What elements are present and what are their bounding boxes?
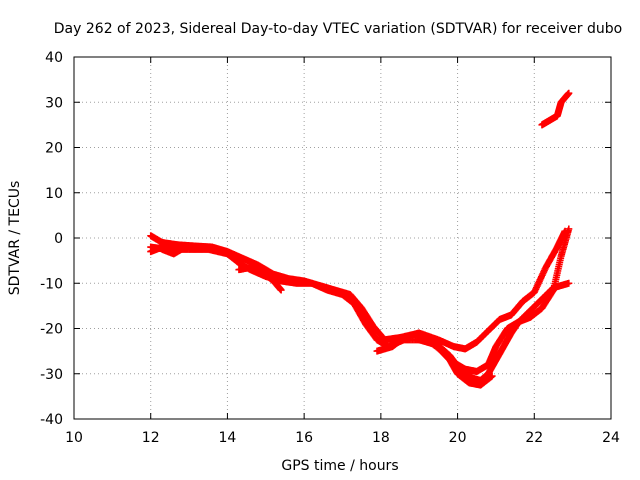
x-tick-label: 16 [295,430,313,446]
y-tick-label: -40 [40,412,63,428]
x-axis-ticks: 10 12 14 16 18 20 22 24 [65,57,620,446]
y-tick-label: 40 [45,50,63,66]
data-point [565,225,573,233]
x-tick-label: 22 [525,430,543,446]
x-tick-label: 14 [219,430,237,446]
y-tick-label: 30 [45,95,63,111]
data-point [277,286,285,294]
series-branch-20 [415,336,496,389]
data-points [147,89,573,389]
data-point [158,245,166,253]
chart-title: Day 262 of 2023, Sidereal Day-to-day VTE… [54,21,622,37]
y-axis-label: SDTVAR / TECUs [7,181,23,296]
y-axis-ticks: -40 -30 -20 -10 0 10 20 30 40 [40,50,611,428]
gridlines [74,57,611,419]
y-tick-label: 20 [45,141,63,157]
x-axis-label: GPS time / hours [281,458,398,474]
x-tick-label: 20 [449,430,467,446]
y-tick-label: -10 [40,276,63,292]
x-tick-label: 12 [142,430,160,446]
series-main-trace-lower [147,225,573,375]
data-point [565,279,573,287]
y-tick-label: -20 [40,322,63,338]
x-tick-label: 18 [372,430,390,446]
series-upper-right-branch [538,89,573,129]
y-tick-label: 10 [45,186,63,202]
series-branch-12-13 [147,241,189,258]
y-tick-label: 0 [54,231,63,247]
data-point [565,89,573,97]
y-tick-label: -30 [40,367,63,383]
series-branch-14-15 [235,263,285,294]
data-point [488,372,496,380]
x-tick-label: 10 [65,430,83,446]
x-tick-label: 24 [602,430,620,446]
